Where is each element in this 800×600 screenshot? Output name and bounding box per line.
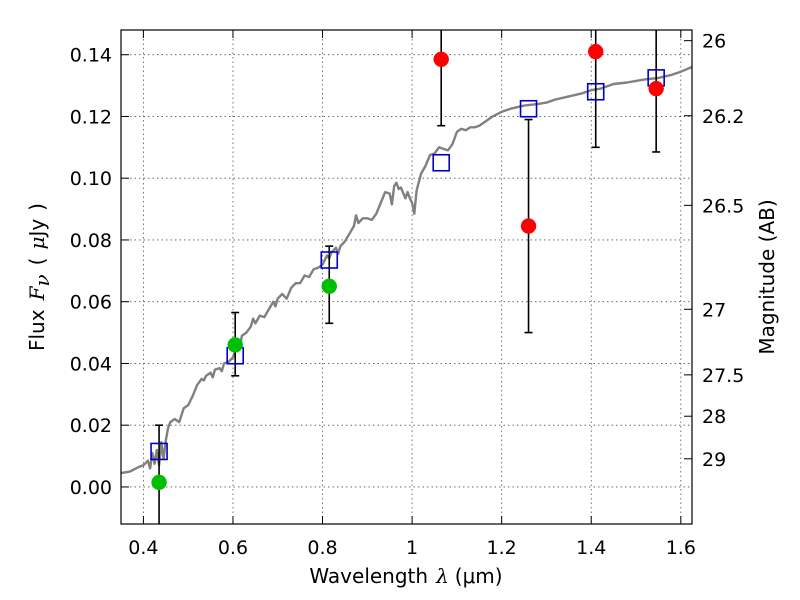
x-tick-label: 0.8 <box>307 537 337 559</box>
y-axis-label-subscript: ν <box>30 274 54 286</box>
y2-tick-labels: 26 26.2 26.5 27 27.5 28 29 <box>702 31 744 471</box>
y-axis-label-symbol: F <box>25 285 49 301</box>
x-tick-label: 1 <box>406 537 418 559</box>
plot-area <box>121 30 692 524</box>
x-axis-label-symbol: λ <box>435 564 449 588</box>
y2-tick-label: 28 <box>702 406 726 428</box>
y-tick-label: 0.10 <box>70 168 112 190</box>
x-tick-label: 0.4 <box>128 537 158 559</box>
grid-lines <box>121 30 692 524</box>
x-axis-label: Wavelength λ (μm) <box>309 564 502 588</box>
model-photometry-square <box>519 99 538 118</box>
y-axis-label-mu: μ <box>25 237 49 250</box>
observed-flux-point <box>648 80 664 97</box>
y-tick-label: 0.12 <box>70 106 112 128</box>
y2-tick-label: 26.5 <box>702 195 744 217</box>
y2-tick-label: 26.2 <box>702 106 744 128</box>
y-tick-label: 0.02 <box>70 415 112 437</box>
x-axis-label-text: Wavelength <box>309 564 428 588</box>
axis-ticks <box>121 30 692 524</box>
y2-tick-label: 27.5 <box>702 365 744 387</box>
y-axis-label-paren-close: ) <box>25 203 49 211</box>
y-axis-label: Flux Fν ( μJy) <box>25 203 54 351</box>
plot-frame <box>120 29 693 525</box>
x-tick-label: 1.2 <box>487 537 517 559</box>
x-axis-label-unit: (μm) <box>455 564 503 588</box>
y2-tick-label: 29 <box>702 449 726 471</box>
y2-tick-label: 27 <box>702 299 726 321</box>
y2-axis-label: Magnitude (AB) <box>755 199 779 354</box>
observed-flux-point <box>321 278 337 295</box>
observed-flux-point <box>227 337 243 353</box>
model-photometry-square <box>586 82 605 101</box>
observed-flux-point <box>433 51 449 68</box>
model-photometry-square <box>432 153 451 172</box>
model-photometry-square <box>320 251 339 269</box>
y-tick-labels: 0.00 0.02 0.04 0.06 0.08 0.10 0.12 0.14 <box>70 45 112 499</box>
y-tick-label: 0.00 <box>70 477 112 499</box>
y2-tick-label: 26 <box>702 31 726 53</box>
y-axis-label-paren-open: ( <box>25 258 49 266</box>
model-photometry-square <box>150 442 168 461</box>
observed-flux-point <box>151 474 167 491</box>
y-tick-label: 0.06 <box>70 292 112 314</box>
y-tick-label: 0.14 <box>70 45 112 67</box>
x-tick-labels: 0.4 0.6 0.8 1 1.2 1.4 1.6 <box>128 537 696 559</box>
y-tick-label: 0.04 <box>70 353 112 375</box>
plot-background <box>121 30 692 524</box>
y-axis-label-unit: Jy <box>25 219 49 239</box>
y-axis-label-text: Flux <box>25 309 49 351</box>
observed-flux-point <box>587 43 604 60</box>
observed-flux-point <box>520 218 537 234</box>
x-tick-label: 1.4 <box>576 537 606 559</box>
x-tick-label: 1.6 <box>666 537 696 559</box>
model-spectrum-line <box>121 65 692 475</box>
x-tick-label: 0.6 <box>218 537 248 559</box>
y-tick-label: 0.08 <box>70 230 112 252</box>
